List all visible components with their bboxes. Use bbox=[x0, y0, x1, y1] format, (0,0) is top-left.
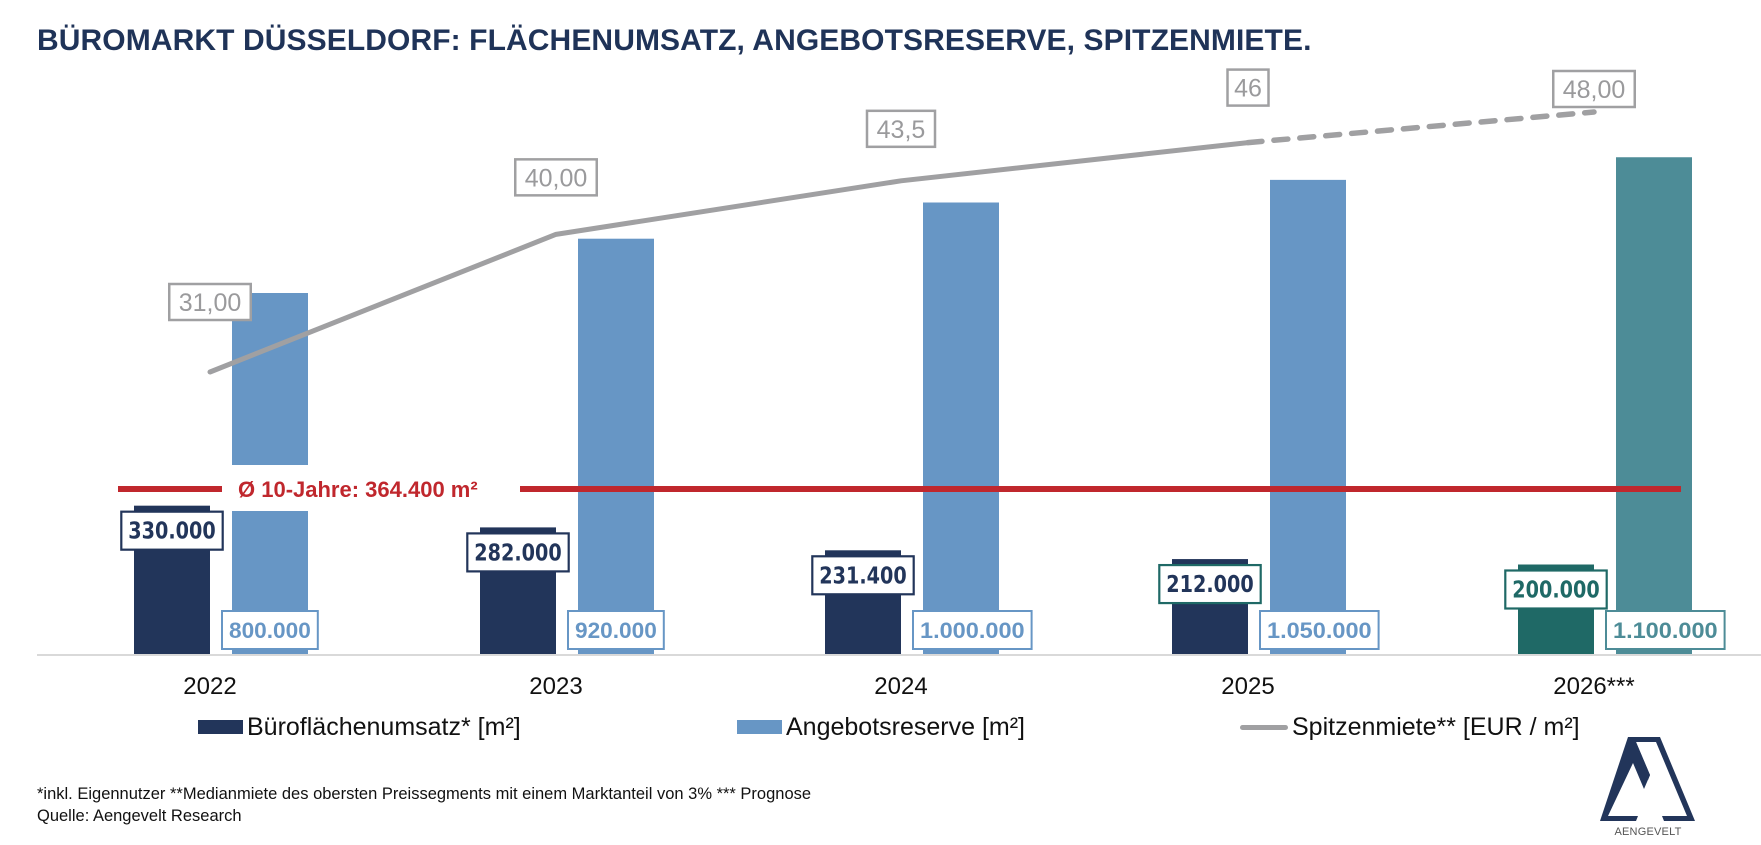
legend-item-turnover: Büroflächenumsatz* [m²] bbox=[198, 712, 521, 742]
legend-swatch-rent bbox=[1240, 724, 1288, 730]
logo-icon bbox=[1600, 737, 1695, 821]
data-label-supply: 1.100.000 bbox=[1613, 618, 1718, 643]
label-box-rent bbox=[1552, 69, 1636, 109]
chart-area: Ø 10-Jahre: 364.400 m² 330.000 800.000 282… bbox=[37, 68, 1761, 700]
legend-label-turnover: Büroflächenumsatz* [m²] bbox=[247, 712, 521, 741]
source-text: Quelle: Aengevelt Research bbox=[37, 807, 242, 825]
data-label-turnover: 231.400 bbox=[819, 563, 906, 589]
label-box-turnover bbox=[1504, 569, 1608, 610]
data-label-turnover: 212.000 bbox=[1166, 572, 1253, 598]
label-box-turnover bbox=[811, 555, 915, 596]
data-label-rent: 46 bbox=[1234, 75, 1262, 103]
x-tick-label: 2025 bbox=[1221, 673, 1274, 700]
label-box-rent bbox=[168, 282, 252, 322]
data-label-turnover: 330.000 bbox=[128, 519, 215, 545]
label-box-turnover bbox=[120, 510, 224, 551]
rent-line-actual bbox=[207, 140, 1251, 375]
data-label-supply: 1.050.000 bbox=[1267, 618, 1372, 643]
bar-supply-2024 bbox=[923, 202, 999, 655]
label-box-supply bbox=[1259, 610, 1380, 650]
label-box-turnover bbox=[466, 532, 570, 573]
footnote: *inkl. Eigennutzer **Medianmiete des obe… bbox=[37, 783, 811, 827]
legend-label-supply: Angebotsreserve [m²] bbox=[786, 712, 1025, 741]
label-box-rent bbox=[1226, 68, 1270, 107]
label-box-turnover bbox=[1158, 563, 1262, 605]
x-tick-label: 2026*** bbox=[1553, 673, 1634, 700]
legend-item-supply: Angebotsreserve [m²] bbox=[737, 712, 1025, 742]
chart-title: BÜROMARKT DÜSSELDORF: FLÄCHENUMSATZ, ANG… bbox=[37, 24, 1312, 57]
data-label-rent: 40,00 bbox=[525, 164, 588, 192]
data-label-turnover: 282.000 bbox=[474, 540, 561, 566]
bar-supply-2026 bbox=[1616, 157, 1692, 655]
aengevelt-logo: AENGEVELT bbox=[1600, 733, 1696, 845]
data-label-rent: 48,00 bbox=[1563, 76, 1626, 104]
legend-label-rent: Spitzenmiete** [EUR / m²] bbox=[1292, 712, 1580, 741]
label-box-supply bbox=[221, 610, 319, 650]
data-label-supply: 1.000.000 bbox=[920, 618, 1025, 643]
label-box-rent bbox=[514, 158, 598, 197]
legend-swatch-supply bbox=[737, 720, 782, 734]
x-tick-label: 2023 bbox=[529, 673, 582, 700]
rent-line-forecast bbox=[1245, 109, 1597, 146]
data-label-supply: 800.000 bbox=[229, 618, 311, 643]
data-label-rent: 31,00 bbox=[179, 289, 242, 317]
x-tick-label: 2022 bbox=[183, 673, 236, 700]
data-label-turnover: 200.000 bbox=[1512, 578, 1599, 604]
x-tick-label: 2024 bbox=[874, 673, 927, 700]
legend-swatch-turnover bbox=[198, 720, 243, 734]
average-label: Ø 10-Jahre: 364.400 m² bbox=[238, 477, 478, 502]
footnote-text: *inkl. Eigennutzer **Medianmiete des obe… bbox=[37, 785, 812, 803]
average-label-bg bbox=[222, 465, 520, 511]
bar-supply-2023 bbox=[578, 238, 654, 655]
data-label-supply: 920.000 bbox=[575, 618, 657, 643]
legend-item-rent: Spitzenmiete** [EUR / m²] bbox=[1240, 712, 1580, 742]
label-box-supply bbox=[912, 610, 1033, 650]
bar-supply-2025 bbox=[1270, 179, 1346, 655]
label-box-supply bbox=[1605, 610, 1726, 650]
label-box-supply bbox=[567, 610, 665, 650]
logo-text: AENGEVELT bbox=[1614, 826, 1682, 838]
label-box-rent bbox=[865, 109, 937, 149]
data-label-rent: 43,5 bbox=[877, 116, 926, 144]
